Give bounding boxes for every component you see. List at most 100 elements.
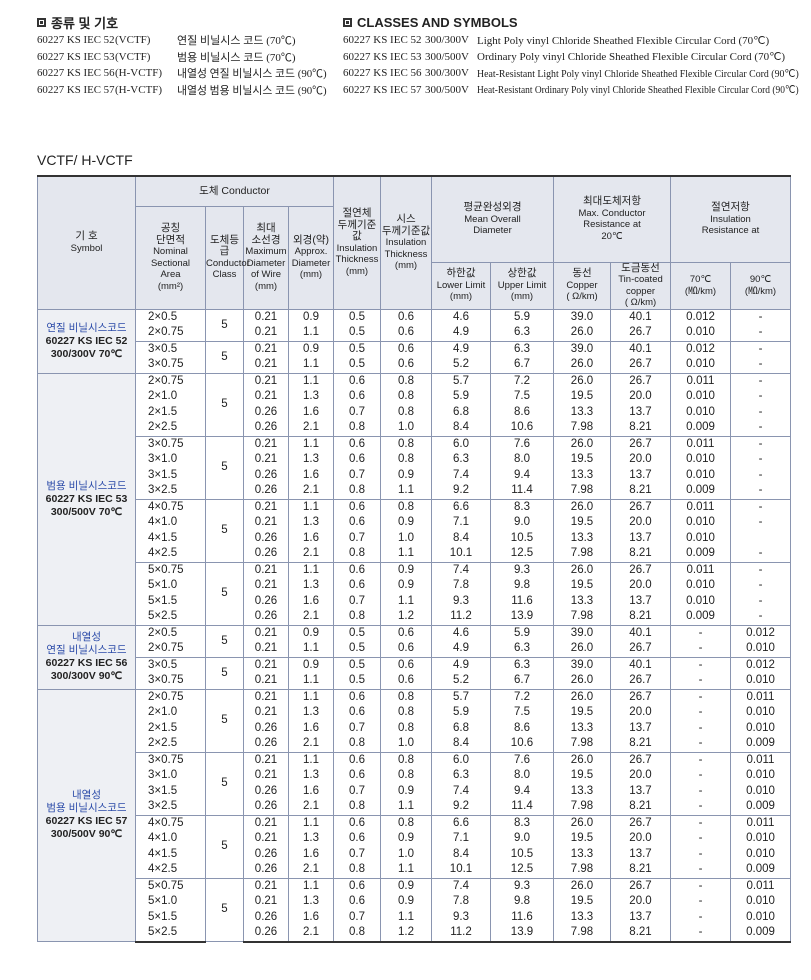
symbol-line: 300/500V 90℃ <box>50 828 123 841</box>
value-cell: 9.4 <box>490 783 554 799</box>
value-cell: 11.2 <box>431 925 491 943</box>
symbol-line: 300/500V 70℃ <box>50 505 123 518</box>
value-cell: 11.2 <box>431 609 491 626</box>
value-cell: 0.9 <box>288 625 334 641</box>
value-cell: 8.3 <box>490 499 554 515</box>
value-cell: - <box>670 673 731 690</box>
value-cell: 26.7 <box>610 357 671 374</box>
value-cell: 0.9 <box>288 657 334 673</box>
value-cell: 6.6 <box>431 499 491 515</box>
value-cell: 6.8 <box>431 720 491 736</box>
value-cell: 8.21 <box>610 420 671 437</box>
value-cell: 26.7 <box>610 641 671 658</box>
value-cell: 0.5 <box>333 625 381 641</box>
header-line: Conductor <box>206 257 250 269</box>
value-cell: 12.5 <box>490 546 554 563</box>
value-cell: 6.7 <box>490 673 554 690</box>
size-cell: 4×0.75 <box>135 499 206 515</box>
header-cell: 최대도체저항 Max. Conductor Resistance at 20℃ <box>553 175 671 263</box>
value-cell: 9.3 <box>490 878 554 894</box>
value-cell: 4.9 <box>431 641 491 658</box>
value-cell: 0.8 <box>380 705 432 721</box>
value-cell: 20.0 <box>610 768 671 784</box>
value-cell: 0.9 <box>288 309 334 325</box>
value-cell: 8.4 <box>431 420 491 437</box>
list-row: 60227 KS IEC 57 300/500V Heat-Resistant Or… <box>343 82 803 99</box>
header-line: Insulation <box>336 242 378 254</box>
value-cell: 0.9 <box>288 341 334 357</box>
value-cell: 20.0 <box>610 515 671 531</box>
value-cell: 0.8 <box>333 799 381 816</box>
header-line: (㏁/km) <box>684 285 717 297</box>
symbol-line: 범용 비닐시스코드 <box>46 479 127 492</box>
header-line: Max. Conductor <box>578 207 646 219</box>
value-cell: 13.3 <box>553 530 611 546</box>
value-cell: 13.7 <box>610 530 671 546</box>
header-line: 외경(약) <box>293 233 329 246</box>
value-cell: 10.6 <box>490 420 554 437</box>
value-cell: - <box>670 657 731 673</box>
table-row: 5×1.5 0.26 1.6 0.7 1.1 9.3 11.6 13.3 13.7-0.010 <box>38 909 791 925</box>
value-cell: 0.9 <box>380 578 432 594</box>
value-cell: 10.1 <box>431 546 491 563</box>
value-cell: 5.9 <box>490 309 554 325</box>
table-body: 연질 비닐시스코드 60227 KS IEC 52 300/300V 70℃ 2×0.… <box>37 309 791 943</box>
table-row: 4×1.5 0.26 1.6 0.7 1.0 8.4 10.5 13.3 13.7 0.010 <box>38 530 791 546</box>
value-cell: 7.4 <box>431 562 491 578</box>
class-cell: 5 <box>205 689 244 753</box>
value-cell: 9.3 <box>431 909 491 925</box>
value-cell: 0.6 <box>333 894 381 910</box>
value-cell: 0.7 <box>333 593 381 609</box>
value-cell: 40.1 <box>610 625 671 641</box>
value-cell: 0.8 <box>380 436 432 452</box>
header-line: (mm) <box>254 280 278 292</box>
value-cell: 2.1 <box>288 609 334 626</box>
value-cell: 0.012 <box>730 657 791 673</box>
list-cell: (VCTF) <box>115 34 151 47</box>
header-cell: 상한값 Upper Limit (mm) <box>490 261 554 310</box>
class-cell: 5 <box>205 309 244 342</box>
header-line: 평균완성외경 <box>463 201 522 213</box>
value-cell: 1.6 <box>288 909 334 925</box>
value-cell: 0.6 <box>333 689 381 705</box>
table-row: 5×2.5 0.26 2.1 0.8 1.2 11.2 13.9 7.98 8.21-0.009 <box>38 925 791 943</box>
symbol-line: 내열성 <box>72 789 101 802</box>
value-cell: 0.011 <box>730 815 791 831</box>
table-row: 5×1.0 0.21 1.3 0.6 0.9 7.8 9.8 19.5 20.0 0.010- <box>38 578 791 594</box>
value-cell: - <box>670 641 731 658</box>
table-row: 2×1.0 0.21 1.3 0.6 0.8 5.9 7.5 19.5 20.0-0.010 <box>38 705 791 721</box>
list-cell: 60227 KS IEC 53 <box>343 50 422 63</box>
size-cell: 2×0.5 <box>135 625 206 641</box>
value-cell: 26.7 <box>610 673 671 690</box>
value-cell: 7.8 <box>431 894 491 910</box>
value-cell: 0.6 <box>333 452 381 468</box>
table-caption: VCTF/ H-VCTF <box>37 152 133 168</box>
header-line: Lower Limit <box>436 279 486 291</box>
value-cell: 0.21 <box>243 657 289 673</box>
value-cell: 13.3 <box>553 404 611 420</box>
size-cell: 4×1.0 <box>135 831 206 847</box>
value-cell: - <box>670 846 731 862</box>
value-cell: 0.011 <box>730 878 791 894</box>
value-cell: 19.5 <box>553 389 611 405</box>
value-cell: 8.4 <box>431 736 491 753</box>
value-cell: 0.6 <box>380 309 432 325</box>
value-cell: 6.3 <box>431 768 491 784</box>
header-line: Thickness <box>384 248 428 260</box>
value-cell: 1.3 <box>288 515 334 531</box>
value-cell: 0.011 <box>730 752 791 768</box>
value-cell: 11.6 <box>490 909 554 925</box>
size-cell: 4×2.5 <box>135 546 206 563</box>
value-cell: 0.010 <box>670 452 731 468</box>
value-cell: 0.5 <box>333 357 381 374</box>
value-cell: 0.010 <box>670 578 731 594</box>
value-cell: 7.98 <box>553 420 611 437</box>
value-cell: 13.7 <box>610 593 671 609</box>
value-cell: 0.5 <box>333 325 381 342</box>
size-cell: 2×0.75 <box>135 373 206 389</box>
value-cell: 0.010 <box>730 831 791 847</box>
table-row: 2×1.5 0.26 1.6 0.7 0.8 6.8 8.6 13.3 13.7-0.010 <box>38 720 791 736</box>
value-cell: 5.2 <box>431 357 491 374</box>
size-cell: 4×0.75 <box>135 815 206 831</box>
